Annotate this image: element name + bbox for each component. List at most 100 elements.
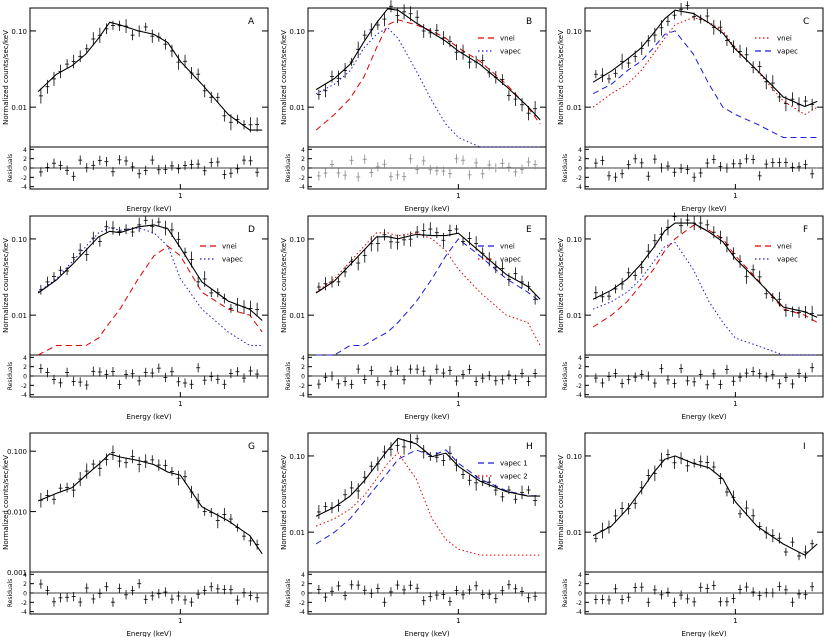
residual-tick-label: 2 xyxy=(23,156,27,163)
x-tick-label: 1 xyxy=(733,192,737,200)
x-axis-label: Energy (keV) xyxy=(126,630,171,637)
residual-tick-label: 0 xyxy=(23,591,27,598)
x-tick-label: 1 xyxy=(456,400,460,408)
x-tick-label: 1 xyxy=(178,400,182,408)
panel-E: 0.10 0.01 1 4 2 0 -2 -4 Energy (keV) Normalized c… xyxy=(280,215,547,421)
x-axis-label: Energy (keV) xyxy=(404,413,449,421)
panel-letter: F xyxy=(803,225,808,235)
x-axis-label: Energy (keV) xyxy=(681,205,726,213)
x-axis-label: Energy (keV) xyxy=(681,630,726,637)
y-tick-label: 0.10 xyxy=(566,236,582,244)
y-axis-label: Normalized counts/sec/keV xyxy=(280,30,288,125)
spectrum-frame xyxy=(29,7,269,148)
legend-label: vapec 2 xyxy=(500,473,528,481)
model-component-0 xyxy=(316,238,541,356)
model-component-1 xyxy=(592,241,818,356)
legend-label: vnei xyxy=(500,35,515,43)
panel-letter: I xyxy=(803,442,806,452)
panel-letter: G xyxy=(248,442,255,452)
residual-tick-label: -2 xyxy=(299,600,305,607)
legend-label: vapec xyxy=(500,48,521,56)
x-tick-label: 1 xyxy=(733,617,737,625)
residual-tick-label: -2 xyxy=(299,175,305,182)
spectrum-frame xyxy=(584,7,824,148)
y-tick-label: 0.01 xyxy=(289,529,305,537)
residual-axis-label: Residuals xyxy=(562,579,569,607)
residual-tick-label: 0 xyxy=(578,166,582,173)
legend-label: vnei xyxy=(500,243,515,251)
residual-tick-label: -4 xyxy=(21,184,27,191)
model-component-0 xyxy=(592,16,818,116)
legend-label: vnei xyxy=(222,243,237,251)
x-axis-label: Energy (keV) xyxy=(681,413,726,421)
residual-tick-label: 0 xyxy=(301,591,305,598)
residual-tick-label: -2 xyxy=(299,383,305,390)
total-model-line xyxy=(315,8,541,121)
residual-tick-label: -2 xyxy=(21,383,27,390)
residual-tick-label: 0 xyxy=(23,374,27,381)
legend-label: vapec 1 xyxy=(500,460,528,468)
x-tick-label: 1 xyxy=(456,617,460,625)
model-component-0 xyxy=(37,245,263,356)
x-tick-label: 1 xyxy=(178,617,182,625)
x-axis-label: Energy (keV) xyxy=(126,413,171,421)
spectrum-frame xyxy=(584,432,824,573)
residual-tick-label: -4 xyxy=(21,609,27,616)
residual-tick-label: 4 xyxy=(23,355,27,362)
residual-axis-label: Residuals xyxy=(285,154,292,182)
y-axis-label: Normalized counts/sec/keV xyxy=(2,455,10,550)
panel-B: 0.10 0.01 1 4 2 0 -2 -4 Energy (keV) Normalized c… xyxy=(280,0,547,213)
x-tick-label: 1 xyxy=(456,192,460,200)
residual-tick-label: 0 xyxy=(578,591,582,598)
total-model-line xyxy=(315,437,541,517)
y-tick-label: 0.01 xyxy=(566,312,582,320)
model-component-1 xyxy=(37,227,263,346)
residual-tick-label: 0 xyxy=(578,374,582,381)
y-tick-label: 0.10 xyxy=(289,28,305,36)
panel-letter: C xyxy=(803,17,809,27)
residual-tick-label: 4 xyxy=(578,147,582,154)
y-axis-label: Normalized counts/sec/keV xyxy=(2,238,10,333)
panel-A: 0.10 0.01 1 4 2 0 -2 -4 Energy (keV) Normalized c… xyxy=(2,7,269,213)
x-axis-label: Energy (keV) xyxy=(404,205,449,213)
residual-tick-label: -2 xyxy=(21,600,27,607)
residual-axis-label: Residuals xyxy=(562,362,569,390)
y-axis-label: Normalized counts/sec/keV xyxy=(557,238,565,333)
x-tick-label: 1 xyxy=(733,400,737,408)
y-tick-label: 0.01 xyxy=(11,312,27,320)
total-model-line xyxy=(37,21,263,131)
panel-G: 0.100 0.010 0.001 1 4 2 0 -2 -4 Energy (keV) Norma… xyxy=(2,432,269,637)
legend-label: vnei xyxy=(777,35,792,43)
residual-tick-label: -2 xyxy=(576,175,582,182)
residual-tick-label: 0 xyxy=(301,374,305,381)
y-tick-label: 0.10 xyxy=(11,236,27,244)
y-tick-label: 0.10 xyxy=(11,28,27,36)
x-axis-label: Energy (keV) xyxy=(126,205,171,213)
total-model-line xyxy=(37,224,263,321)
panel-letter: A xyxy=(248,17,255,27)
residual-tick-label: -4 xyxy=(299,609,305,616)
legend-label: vapec xyxy=(777,48,798,56)
y-tick-label: 0.100 xyxy=(7,448,27,456)
x-tick-label: 1 xyxy=(178,192,182,200)
residual-tick-label: 2 xyxy=(578,156,582,163)
residual-tick-label: 4 xyxy=(301,572,305,579)
spectrum-frame xyxy=(584,215,824,356)
y-axis-label: Normalized counts/sec/keV xyxy=(557,30,565,125)
residual-axis-label: Residuals xyxy=(285,579,292,607)
residual-tick-label: 2 xyxy=(23,364,27,371)
residual-tick-label: -4 xyxy=(299,184,305,191)
residual-tick-label: -4 xyxy=(576,609,582,616)
total-model-line xyxy=(592,455,818,556)
total-model-line xyxy=(592,222,818,318)
legend-label: vapec xyxy=(500,256,521,264)
panel-letter: B xyxy=(526,17,532,27)
y-tick-label: 0.01 xyxy=(289,312,305,320)
total-model-line xyxy=(592,9,818,108)
residual-tick-label: -2 xyxy=(21,175,27,182)
panel-letter: H xyxy=(526,442,533,452)
residual-tick-label: -4 xyxy=(21,392,27,399)
model-component-0 xyxy=(592,224,818,328)
y-axis-label: Normalized counts/sec/keV xyxy=(2,30,10,125)
legend-label: vapec xyxy=(222,256,243,264)
